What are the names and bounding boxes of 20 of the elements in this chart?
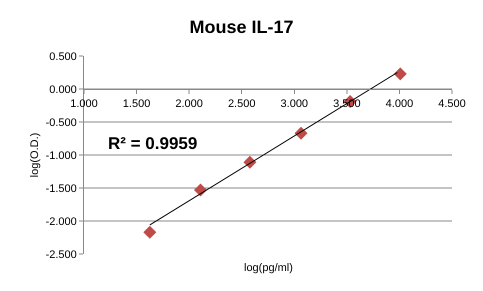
point — [143, 226, 156, 239]
y-tick-label: 0.000 — [49, 84, 77, 96]
x-axis-title: log(pg/ml) — [244, 262, 293, 274]
x-tick-label: 2.000 — [175, 98, 203, 110]
y-tick-label: -1.500 — [46, 182, 77, 195]
y-axis-title: log(O.D.) — [29, 132, 42, 178]
annotation: R² = 0.9959 — [108, 134, 198, 153]
x-tick-label: 4.000 — [386, 98, 414, 110]
y-tick-label: -2.500 — [46, 248, 77, 261]
y-tick-label: -0.500 — [46, 116, 77, 129]
x-tick-label: 4.500 — [438, 98, 466, 110]
x-tick-label: 1.000 — [70, 98, 98, 110]
x-tick-label: 3.000 — [280, 98, 308, 110]
chart-title: Mouse IL-17 — [189, 16, 294, 37]
y-tick-label: 0.500 — [49, 50, 77, 63]
y-tick-label: -2.000 — [46, 216, 77, 228]
point — [394, 67, 407, 80]
y-tick-label: -1.000 — [46, 150, 77, 162]
x-tick-label: 2.500 — [228, 98, 256, 110]
x-tick-label: 1.500 — [122, 98, 150, 110]
